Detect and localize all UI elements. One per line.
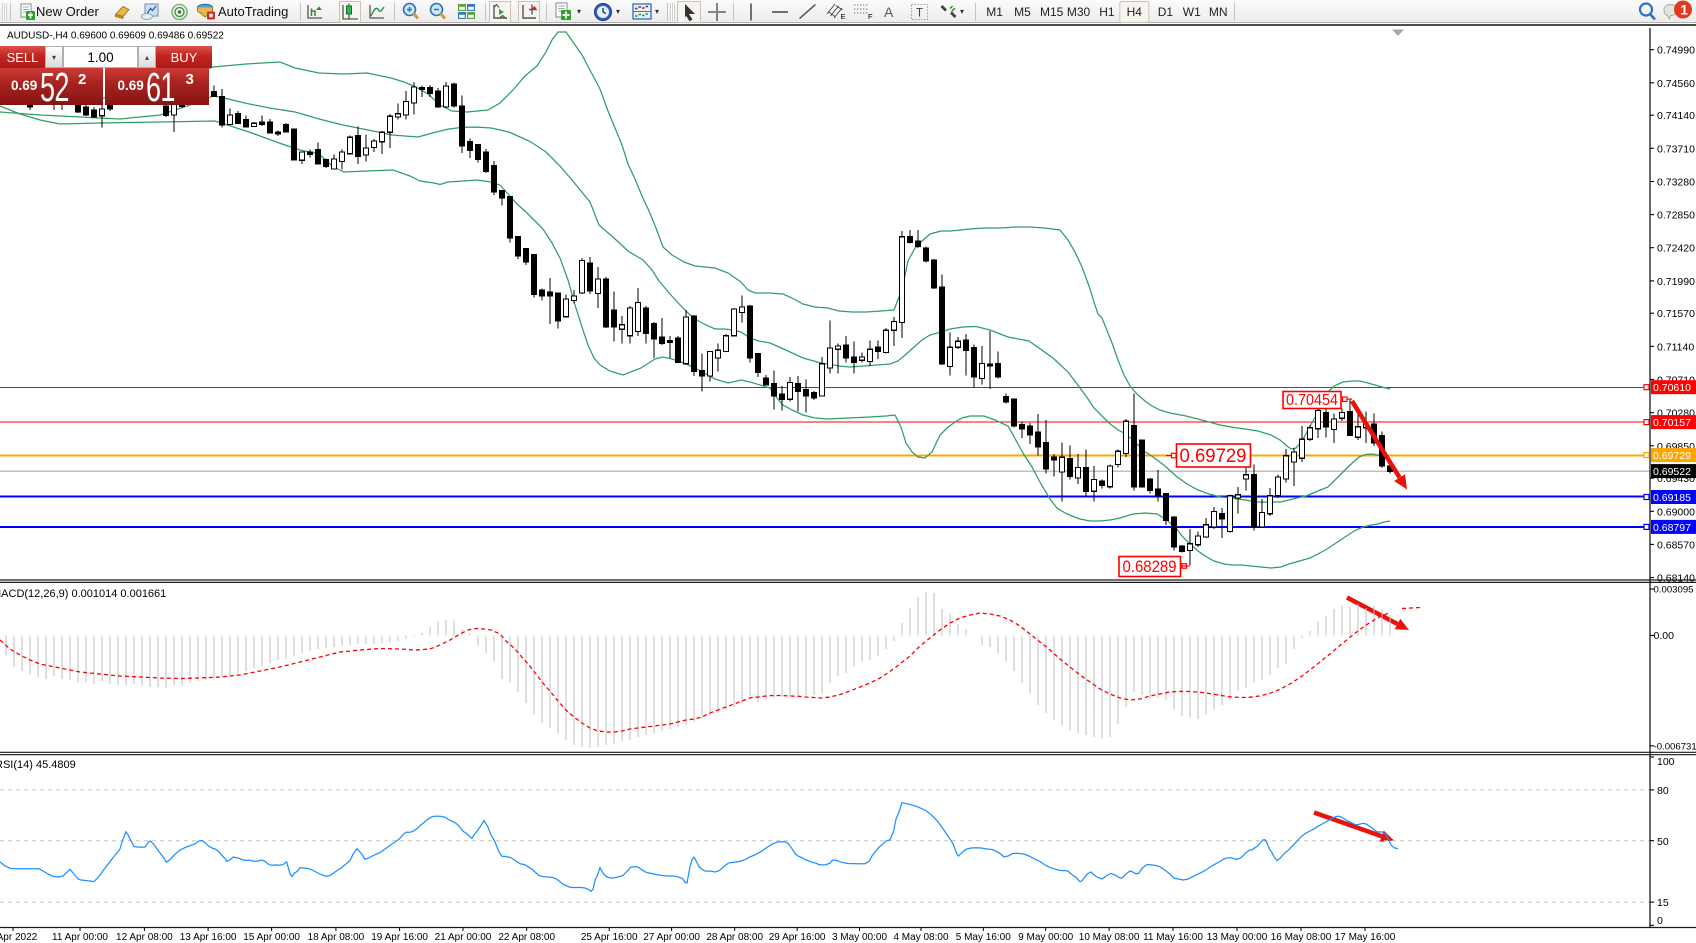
svg-text:0.72420: 0.72420 xyxy=(1657,243,1695,255)
svg-text:AUDUSD-,H4 0.69600 0.69609 0.: AUDUSD-,H4 0.69600 0.69609 0.69486 0.695… xyxy=(7,31,224,42)
svg-text:RSI(14) 45.4809: RSI(14) 45.4809 xyxy=(0,759,76,771)
svg-text:11 Apr 00:00: 11 Apr 00:00 xyxy=(52,932,108,943)
svg-text:0.74140: 0.74140 xyxy=(1657,110,1695,122)
svg-text:0.69729: 0.69729 xyxy=(1653,450,1691,462)
svg-text:27 Apr 00:00: 27 Apr 00:00 xyxy=(643,932,700,943)
svg-text:0: 0 xyxy=(1657,915,1663,927)
svg-text:0.73280: 0.73280 xyxy=(1657,177,1695,189)
svg-text:15 Apr 00:00: 15 Apr 00:00 xyxy=(243,932,300,943)
svg-text:0.70454: 0.70454 xyxy=(1286,392,1338,409)
svg-text:18 Apr 08:00: 18 Apr 08:00 xyxy=(308,932,365,943)
svg-text:16 May 08:00: 16 May 08:00 xyxy=(1271,932,1332,943)
svg-text:-0.006731: -0.006731 xyxy=(1654,741,1696,752)
svg-text:0.71570: 0.71570 xyxy=(1657,308,1695,320)
svg-text:8 Apr 2022: 8 Apr 2022 xyxy=(0,932,38,943)
svg-text:0.003095: 0.003095 xyxy=(1654,585,1694,596)
svg-text:0.68570: 0.68570 xyxy=(1657,539,1695,551)
svg-text:13 Apr 16:00: 13 Apr 16:00 xyxy=(180,932,237,943)
svg-text:0.69000: 0.69000 xyxy=(1657,506,1695,518)
svg-text:0.72850: 0.72850 xyxy=(1657,210,1695,222)
svg-text:MACD(12,26,9) 0.001014 0.00166: MACD(12,26,9) 0.001014 0.001661 xyxy=(0,588,166,600)
svg-text:21 Apr 00:00: 21 Apr 00:00 xyxy=(435,932,492,943)
svg-text:50: 50 xyxy=(1657,836,1669,848)
svg-text:0.74990: 0.74990 xyxy=(1657,45,1695,57)
svg-text:0.74560: 0.74560 xyxy=(1657,78,1695,90)
svg-text:F: F xyxy=(868,12,873,21)
svg-text:28 Apr 08:00: 28 Apr 08:00 xyxy=(706,932,763,943)
svg-text:0.71140: 0.71140 xyxy=(1657,341,1694,353)
svg-text:0.69729: 0.69729 xyxy=(1180,445,1247,467)
svg-text:12 Apr 08:00: 12 Apr 08:00 xyxy=(116,932,173,943)
svg-text:0.68140: 0.68140 xyxy=(1657,573,1695,585)
svg-text:19 Apr 16:00: 19 Apr 16:00 xyxy=(371,932,428,943)
svg-text:13 May 00:00: 13 May 00:00 xyxy=(1207,932,1268,943)
svg-text:T: T xyxy=(916,7,923,19)
svg-text:10 May 08:00: 10 May 08:00 xyxy=(1079,932,1140,943)
svg-text:9 May 00:00: 9 May 00:00 xyxy=(1018,932,1073,943)
svg-text:100: 100 xyxy=(1657,756,1675,768)
svg-text:5 May 16:00: 5 May 16:00 xyxy=(956,932,1011,943)
svg-text:0.68797: 0.68797 xyxy=(1653,522,1691,534)
svg-text:11 May 16:00: 11 May 16:00 xyxy=(1143,932,1203,943)
svg-text:3 May 00:00: 3 May 00:00 xyxy=(832,932,887,943)
svg-text:0.70610: 0.70610 xyxy=(1653,382,1691,394)
svg-text:25 Apr 16:00: 25 Apr 16:00 xyxy=(581,932,638,943)
svg-text:0.70157: 0.70157 xyxy=(1653,417,1691,429)
svg-text:22 Apr 08:00: 22 Apr 08:00 xyxy=(498,932,555,943)
svg-text:0.69522: 0.69522 xyxy=(1653,466,1691,478)
svg-text:1: 1 xyxy=(1680,1,1688,17)
svg-text:29 Apr 16:00: 29 Apr 16:00 xyxy=(769,932,826,943)
svg-text:17 May 16:00: 17 May 16:00 xyxy=(1335,932,1396,943)
svg-text:15: 15 xyxy=(1657,897,1669,909)
svg-text:0.00: 0.00 xyxy=(1654,630,1675,642)
svg-text:0.71990: 0.71990 xyxy=(1657,276,1695,288)
svg-text:0.68289: 0.68289 xyxy=(1123,557,1177,576)
svg-text:0.69185: 0.69185 xyxy=(1653,492,1691,504)
svg-text:E: E xyxy=(841,12,846,21)
svg-text:4 May 08:00: 4 May 08:00 xyxy=(893,932,948,943)
svg-text:0.73710: 0.73710 xyxy=(1657,143,1695,155)
svg-text:80: 80 xyxy=(1657,785,1669,797)
